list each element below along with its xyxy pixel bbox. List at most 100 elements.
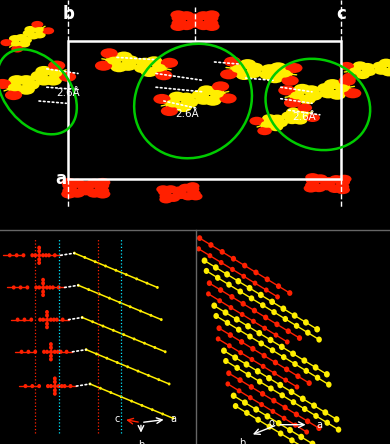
Circle shape [35, 66, 53, 76]
Circle shape [204, 22, 220, 31]
Circle shape [313, 413, 319, 419]
Circle shape [61, 317, 65, 322]
Circle shape [25, 26, 36, 33]
Circle shape [37, 246, 41, 250]
Circle shape [9, 35, 21, 42]
Circle shape [226, 370, 231, 376]
Circle shape [50, 71, 67, 81]
Circle shape [15, 34, 27, 41]
Circle shape [290, 91, 304, 99]
Circle shape [215, 275, 220, 281]
Circle shape [297, 111, 308, 118]
Circle shape [231, 392, 237, 399]
Circle shape [247, 333, 253, 340]
Circle shape [259, 341, 264, 346]
Circle shape [172, 19, 187, 28]
Circle shape [285, 115, 300, 124]
Circle shape [59, 350, 63, 354]
Circle shape [187, 190, 201, 198]
Circle shape [305, 113, 320, 122]
Circle shape [41, 317, 45, 322]
Circle shape [238, 377, 243, 383]
Circle shape [292, 312, 298, 319]
Circle shape [79, 186, 95, 195]
Circle shape [122, 333, 125, 336]
Circle shape [250, 117, 264, 125]
Circle shape [153, 94, 170, 104]
Circle shape [158, 188, 172, 196]
Text: 2.6Å: 2.6Å [292, 112, 316, 122]
Circle shape [35, 28, 47, 35]
Circle shape [275, 71, 292, 81]
Circle shape [242, 400, 248, 406]
Circle shape [230, 267, 235, 272]
Circle shape [11, 41, 21, 46]
Circle shape [186, 19, 202, 28]
Circle shape [269, 123, 284, 131]
Text: a: a [316, 420, 322, 430]
Circle shape [211, 302, 217, 309]
Circle shape [8, 75, 25, 85]
Circle shape [265, 277, 270, 282]
Circle shape [269, 299, 275, 305]
Circle shape [278, 430, 284, 436]
Circle shape [37, 258, 41, 262]
Circle shape [282, 316, 288, 322]
Circle shape [335, 186, 350, 194]
Circle shape [147, 374, 150, 377]
Circle shape [29, 317, 33, 322]
Circle shape [160, 192, 173, 200]
Circle shape [335, 178, 350, 186]
Circle shape [41, 289, 45, 294]
Circle shape [18, 40, 30, 48]
Circle shape [34, 27, 44, 33]
Circle shape [95, 190, 110, 198]
Circle shape [210, 91, 227, 102]
Circle shape [303, 85, 320, 95]
Circle shape [87, 288, 90, 291]
Circle shape [315, 375, 320, 381]
Circle shape [186, 182, 200, 190]
Circle shape [139, 309, 142, 313]
Circle shape [274, 321, 280, 327]
Circle shape [16, 317, 20, 322]
Circle shape [262, 353, 267, 359]
Circle shape [87, 179, 102, 188]
Circle shape [293, 423, 298, 428]
Circle shape [18, 75, 35, 85]
Circle shape [87, 189, 102, 198]
Circle shape [37, 261, 41, 265]
Circle shape [316, 337, 322, 343]
Circle shape [231, 65, 245, 73]
Circle shape [339, 62, 354, 71]
Circle shape [115, 269, 117, 272]
Circle shape [282, 111, 296, 120]
Circle shape [314, 326, 320, 333]
Circle shape [212, 81, 229, 91]
Circle shape [230, 61, 247, 71]
Circle shape [259, 402, 264, 407]
Circle shape [203, 14, 218, 23]
Circle shape [81, 316, 83, 319]
Circle shape [335, 84, 349, 92]
Circle shape [53, 380, 57, 384]
Circle shape [11, 45, 23, 52]
Circle shape [298, 103, 312, 112]
Circle shape [34, 253, 37, 258]
Circle shape [77, 181, 92, 190]
Circle shape [196, 21, 211, 30]
Circle shape [42, 350, 46, 354]
Circle shape [202, 258, 207, 264]
Circle shape [264, 287, 269, 293]
Circle shape [280, 392, 285, 398]
Circle shape [245, 323, 251, 329]
Circle shape [204, 268, 209, 274]
Circle shape [37, 384, 41, 388]
Circle shape [355, 71, 370, 79]
Circle shape [189, 192, 202, 200]
Circle shape [306, 176, 321, 185]
Circle shape [77, 186, 92, 195]
Circle shape [70, 189, 85, 198]
Circle shape [268, 337, 273, 343]
Circle shape [61, 178, 77, 187]
